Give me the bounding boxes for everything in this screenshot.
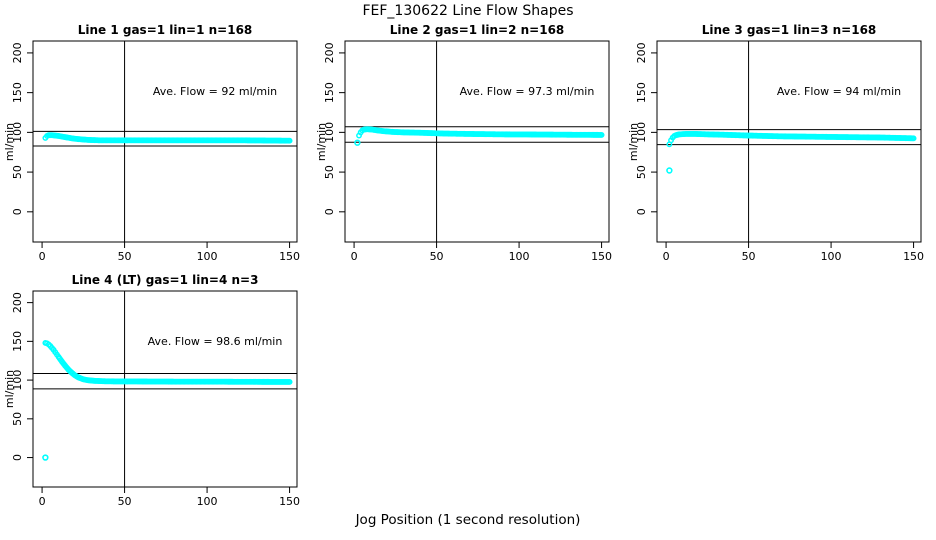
data-point (910, 135, 917, 142)
x-tick-label: 50 (118, 495, 132, 508)
x-tick-label: 0 (351, 250, 358, 263)
outlier-data-point (354, 139, 361, 146)
subplot-line-3: Line 3 gas=1 lin=3 n=168 Ave. Flow = 94 … (627, 23, 921, 242)
subplot-plot-4: 0 50 100 150 0 50 100 150 200 (11, 290, 300, 508)
y-tick-label: 50 (323, 165, 336, 179)
data-point (598, 131, 605, 138)
ave-flow-annotation: Ave. Flow = 92 ml/min (152, 85, 278, 98)
y-axis-label: ml/min (3, 369, 16, 409)
y-tick-label: 150 (11, 82, 24, 103)
y-tick-label: 0 (635, 208, 648, 215)
subplot-title: Line 1 gas=1 lin=1 n=168 (77, 23, 253, 37)
y-tick-label: 200 (323, 42, 336, 63)
outlier-data-point (42, 454, 49, 461)
x-tick-label: 150 (279, 250, 300, 263)
plot-box (344, 40, 610, 243)
y-tick-label: 100 (11, 122, 24, 143)
y-tick-label: 50 (635, 165, 648, 179)
x-tick-label: 0 (39, 250, 46, 263)
x-tick-label: 50 (742, 250, 756, 263)
y-tick-label: 100 (323, 122, 336, 143)
y-tick-label: 150 (11, 331, 24, 352)
x-tick-label: 100 (197, 250, 218, 263)
x-tick-label: 50 (430, 250, 444, 263)
x-tick-label: 150 (279, 495, 300, 508)
x-tick-label: 100 (821, 250, 842, 263)
outlier-data-point (666, 167, 673, 174)
y-tick-label: 100 (11, 370, 24, 391)
y-tick-label: 50 (11, 165, 24, 179)
x-tick-label: 0 (663, 250, 670, 263)
subplot-title: Line 4 (LT) gas=1 lin=4 n=3 (71, 273, 259, 287)
data-point (286, 137, 293, 144)
subplot-line-2: Line 2 gas=1 lin=2 n=168 Ave. Flow = 97.… (315, 23, 609, 242)
y-tick-label: 50 (11, 412, 24, 426)
page-title: FEF_130622 Line Flow Shapes (362, 3, 574, 19)
subplot-line-4: Line 4 (LT) gas=1 lin=4 n=3 Ave. Flow = … (3, 273, 297, 487)
ave-flow-annotation: Ave. Flow = 97.3 ml/min (459, 85, 595, 98)
y-axis-label: ml/min (315, 122, 328, 161)
plot-box (656, 40, 922, 243)
subplot-title: Line 2 gas=1 lin=2 n=168 (389, 23, 565, 37)
data-point (286, 379, 293, 385)
y-tick-label: 0 (323, 208, 336, 215)
subplot-line-1: Line 1 gas=1 lin=1 n=168 Ave. Flow = 92 … (3, 23, 297, 242)
y-tick-label: 100 (635, 122, 648, 143)
x-tick-label: 50 (118, 250, 132, 263)
y-tick-label: 0 (11, 454, 24, 461)
x-tick-label: 100 (197, 495, 218, 508)
y-axis-label: ml/min (3, 122, 16, 161)
y-tick-label: 200 (11, 292, 24, 313)
y-tick-label: 200 (11, 42, 24, 63)
y-tick-label: 0 (11, 208, 24, 215)
y-axis-label: ml/min (627, 122, 640, 161)
plot-box (32, 40, 298, 243)
x-tick-label: 100 (509, 250, 530, 263)
x-tick-label: 0 (39, 495, 46, 508)
y-tick-label: 150 (323, 82, 336, 103)
x-axis-label: Jog Position (1 second resolution) (355, 512, 581, 528)
ave-flow-annotation: Ave. Flow = 98.6 ml/min (147, 335, 283, 348)
x-tick-label: 150 (903, 250, 924, 263)
ave-flow-annotation: Ave. Flow = 94 ml/min (776, 85, 902, 98)
subplot-plot-3: 0 50 100 150 0 50 100 150 200 (635, 40, 924, 263)
y-tick-label: 200 (635, 42, 648, 63)
subplot-plot-1: 0 50 100 150 0 50 100 150 200 (11, 40, 300, 263)
subplot-title: Line 3 gas=1 lin=3 n=168 (701, 23, 877, 37)
x-tick-label: 150 (591, 250, 612, 263)
y-tick-label: 150 (635, 82, 648, 103)
subplot-plot-2: 0 50 100 150 0 50 100 150 200 (323, 40, 612, 263)
